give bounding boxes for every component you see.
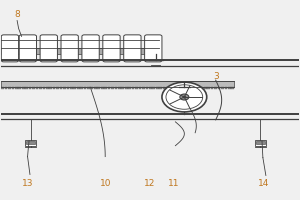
Text: 14: 14 <box>258 179 269 188</box>
Bar <box>22 87 25 89</box>
Bar <box>221 87 224 89</box>
FancyBboxPatch shape <box>40 35 57 62</box>
Bar <box>108 87 110 89</box>
Bar <box>180 87 182 89</box>
Bar <box>1 48 159 54</box>
Bar <box>218 87 220 89</box>
Bar <box>25 87 28 89</box>
Bar <box>187 87 189 89</box>
Bar <box>98 87 100 89</box>
Bar <box>190 87 193 89</box>
Bar <box>46 87 49 89</box>
Bar <box>152 87 155 89</box>
Bar <box>122 87 124 89</box>
FancyBboxPatch shape <box>1 35 19 62</box>
Bar <box>43 87 45 89</box>
Bar <box>32 87 35 89</box>
Text: 12: 12 <box>144 179 156 188</box>
Bar <box>228 87 231 89</box>
Bar <box>5 87 8 89</box>
Bar <box>118 87 121 89</box>
Bar <box>1 81 234 87</box>
Bar <box>149 87 152 89</box>
FancyBboxPatch shape <box>145 35 162 62</box>
Bar <box>146 87 148 89</box>
FancyBboxPatch shape <box>19 35 37 62</box>
Bar <box>204 87 207 89</box>
Text: 8: 8 <box>14 10 20 19</box>
Bar <box>173 87 176 89</box>
Bar <box>91 87 93 89</box>
Bar <box>224 87 227 89</box>
Bar <box>200 87 203 89</box>
Text: 10: 10 <box>100 179 111 188</box>
Bar <box>111 87 114 89</box>
Bar <box>256 141 265 144</box>
Bar <box>94 87 97 89</box>
Bar <box>56 87 59 89</box>
Bar <box>139 87 141 89</box>
Bar <box>29 87 32 89</box>
Bar <box>25 140 36 146</box>
Bar <box>142 87 145 89</box>
Bar <box>15 87 18 89</box>
Bar <box>63 87 66 89</box>
Bar <box>166 87 169 89</box>
Bar <box>128 87 131 89</box>
Bar <box>163 87 165 89</box>
Bar <box>53 87 56 89</box>
Text: 11: 11 <box>168 179 180 188</box>
Bar <box>169 87 172 89</box>
Bar <box>39 87 42 89</box>
Bar <box>115 87 117 89</box>
Circle shape <box>180 94 189 100</box>
FancyBboxPatch shape <box>61 35 78 62</box>
FancyBboxPatch shape <box>82 35 99 62</box>
Bar <box>74 87 76 89</box>
Bar <box>197 87 200 89</box>
Bar <box>77 87 80 89</box>
FancyBboxPatch shape <box>103 35 120 62</box>
Bar <box>8 87 11 89</box>
Bar <box>60 87 62 89</box>
Bar <box>135 87 138 89</box>
Bar <box>84 87 86 89</box>
Bar <box>101 87 104 89</box>
Bar <box>67 87 69 89</box>
Bar <box>50 87 52 89</box>
Bar <box>159 87 162 89</box>
Bar <box>255 140 266 146</box>
Bar <box>36 87 38 89</box>
Bar <box>132 87 134 89</box>
Bar <box>70 87 73 89</box>
Bar <box>214 87 217 89</box>
Bar <box>211 87 214 89</box>
Text: 13: 13 <box>22 179 33 188</box>
Bar <box>183 87 186 89</box>
Bar <box>231 87 234 89</box>
Bar <box>176 87 179 89</box>
Circle shape <box>183 96 186 98</box>
Bar <box>1 87 4 89</box>
Bar <box>207 87 210 89</box>
Bar <box>12 87 14 89</box>
Bar <box>26 141 35 144</box>
Bar <box>104 87 107 89</box>
Bar <box>125 87 128 89</box>
Bar <box>194 87 196 89</box>
Bar <box>80 87 83 89</box>
Bar <box>87 87 90 89</box>
Circle shape <box>162 82 207 112</box>
Bar <box>19 87 21 89</box>
Text: 3: 3 <box>213 72 219 81</box>
FancyBboxPatch shape <box>124 35 141 62</box>
Bar <box>156 87 158 89</box>
